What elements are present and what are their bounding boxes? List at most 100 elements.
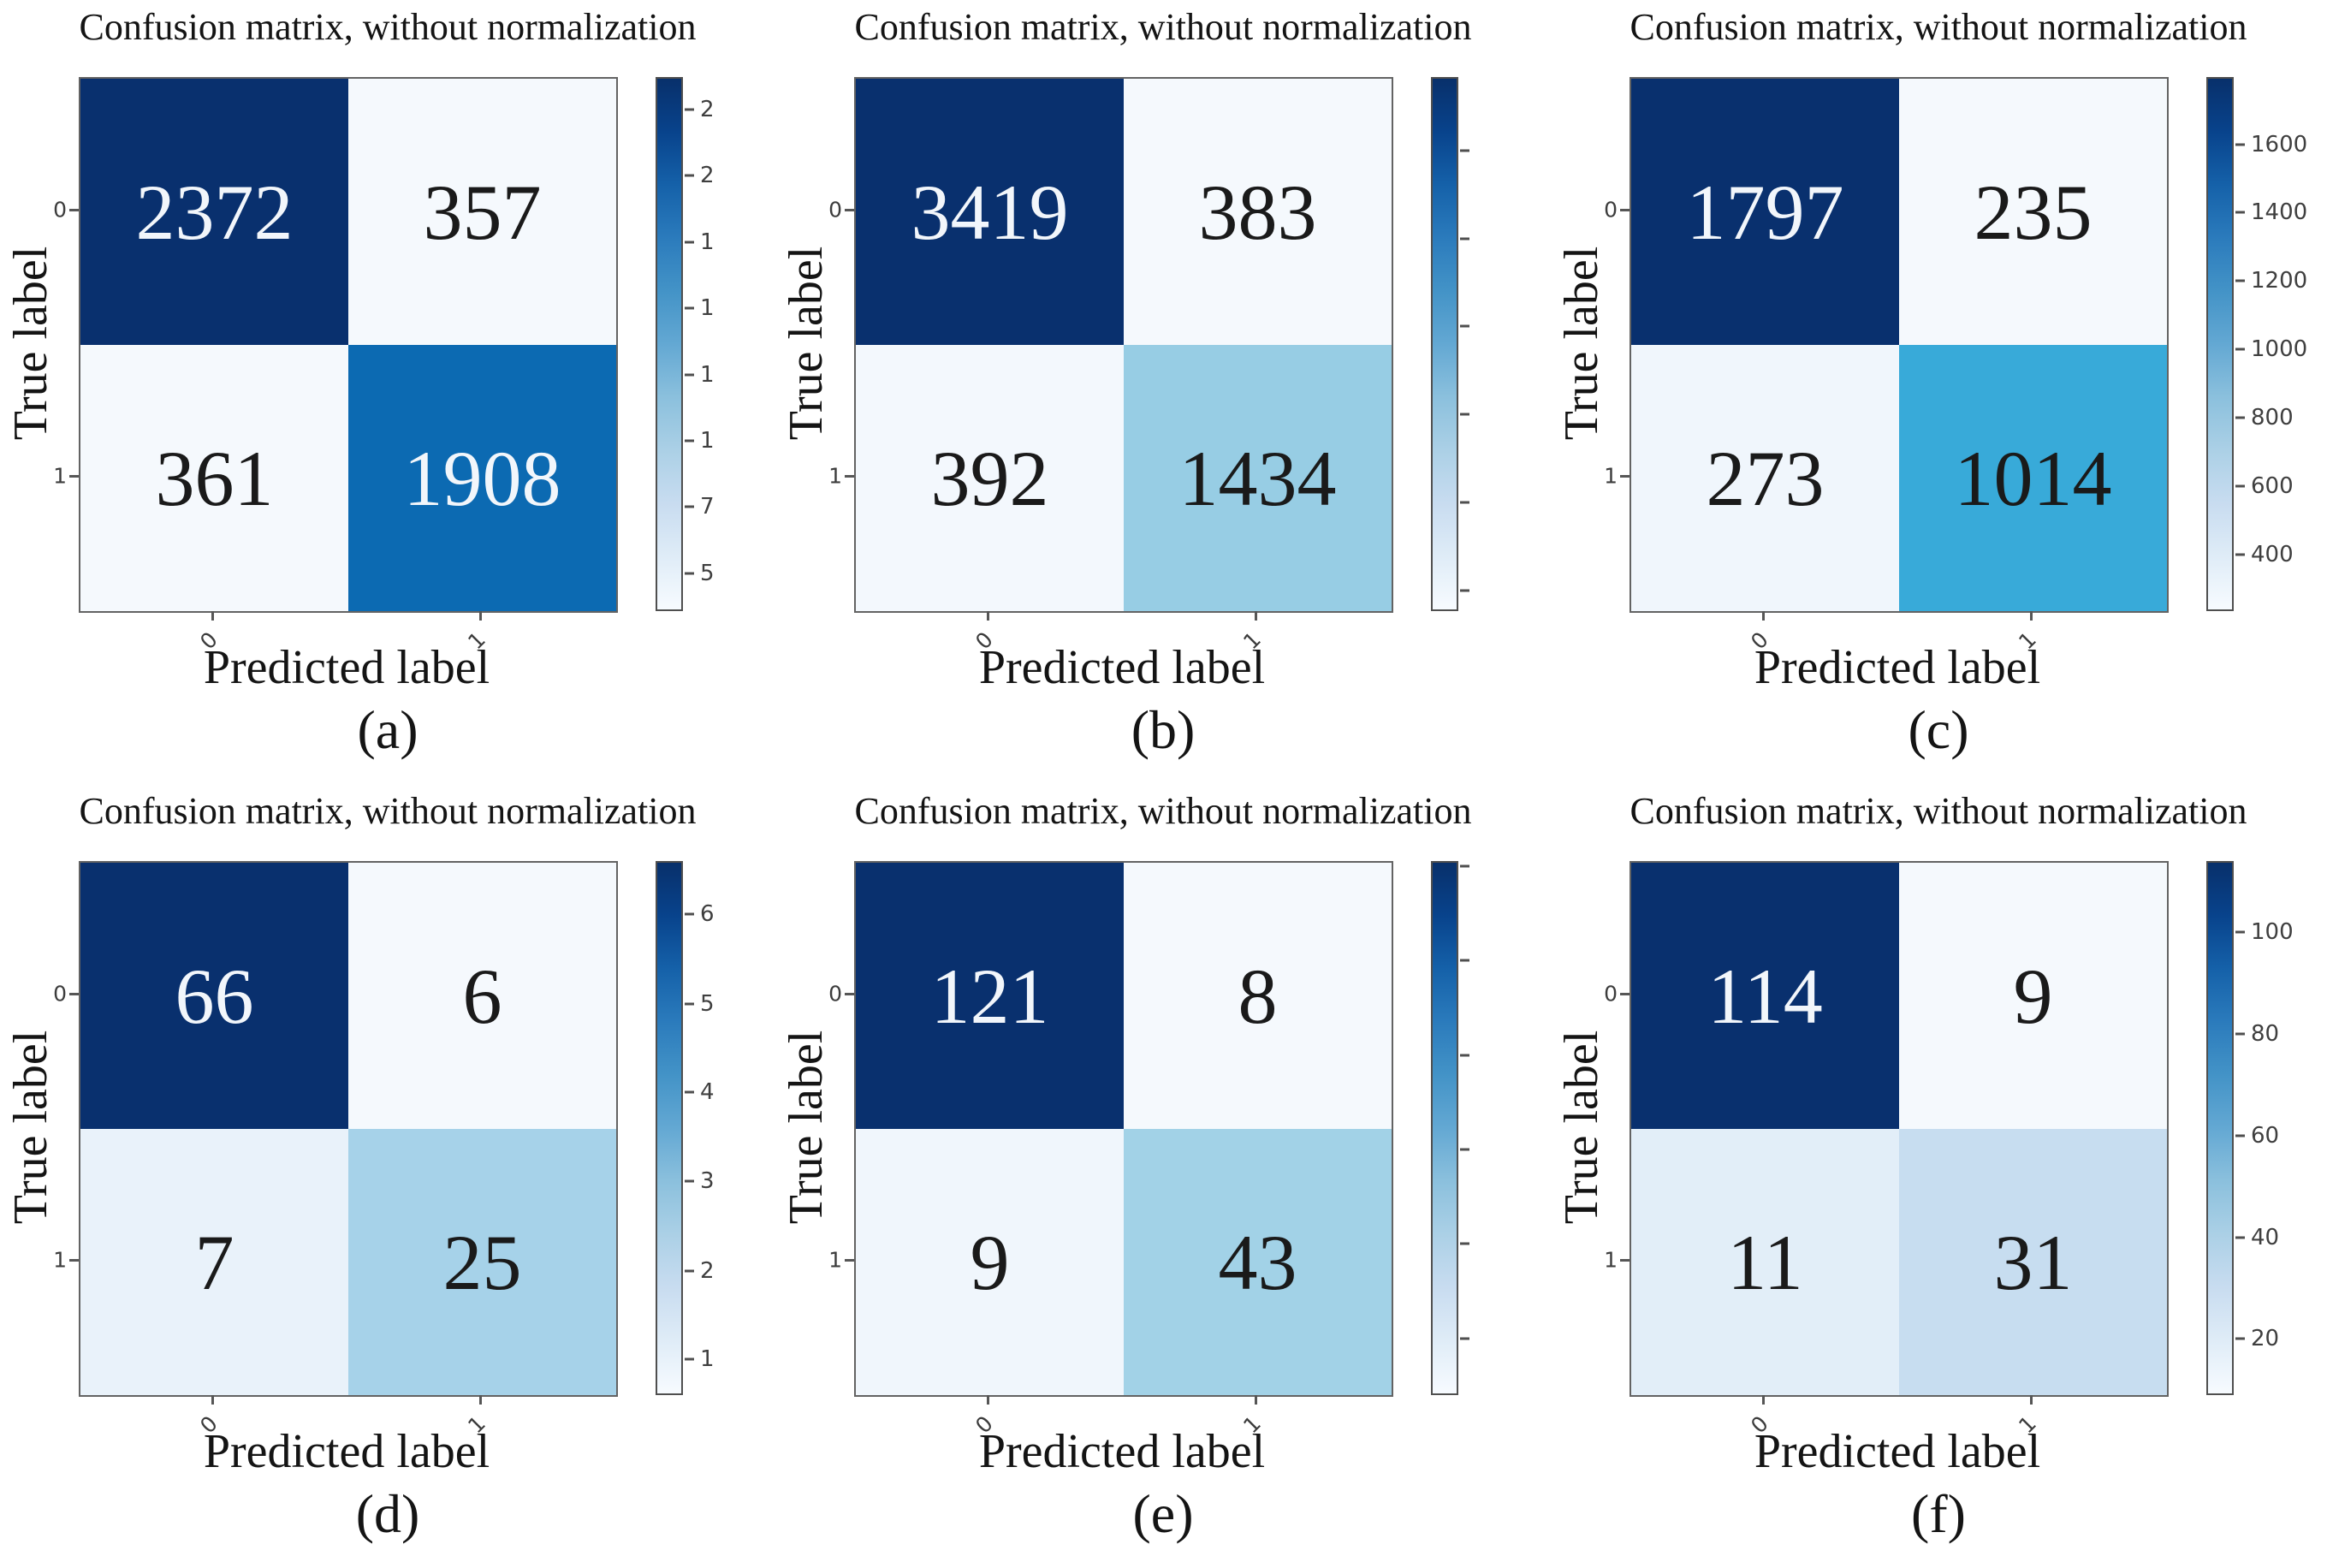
x-tick-mark (987, 1395, 989, 1405)
colorbar-tick-label: 60 (2251, 1122, 2280, 1149)
colorbar-tick-mark (2235, 211, 2245, 214)
colorbar-tick-mark (685, 306, 694, 310)
colorbar-ticks: 6 5 4 3 2 1 (685, 861, 774, 1395)
matrix-cell-true0-pred1: 383 (1124, 79, 1392, 345)
y-tick-mark (69, 209, 79, 211)
cell-value: 11 (1727, 1218, 1803, 1306)
colorbar-tick-mark (1460, 237, 1469, 241)
matrix-cell-true1-pred0: 361 (80, 345, 348, 611)
colorbar-tick-label: 1 (700, 229, 715, 255)
y-tick-label-1: 1 (828, 463, 842, 489)
colorbar-tick-mark (1460, 1337, 1469, 1340)
matrix-cell-true1-pred0: 7 (80, 1129, 348, 1395)
cell-value: 357 (423, 168, 542, 256)
colorbar-tick-mark (685, 1090, 694, 1094)
x-axis-label: Predicted label (203, 1425, 490, 1478)
colorbar-tick-mark (1460, 413, 1469, 416)
matrix-cell-true0-pred1: 9 (1899, 863, 2167, 1129)
y-tick-mark (1620, 1259, 1629, 1262)
colorbar-tick-mark (1460, 1242, 1469, 1245)
colorbar-tick-label: 1 (700, 1346, 715, 1373)
cell-value: 392 (930, 434, 1049, 522)
panel-caption: (b) (1131, 699, 1196, 760)
heatmap-plot: 3419 383 392 1434 (854, 77, 1393, 613)
colorbar-tick-mark (685, 1357, 694, 1361)
x-tick-mark (987, 611, 989, 621)
cell-value: 31 (1993, 1218, 2073, 1306)
cell-value: 114 (1707, 952, 1823, 1040)
heatmap-plot: 66 6 7 25 (79, 861, 618, 1397)
colorbar-tick-mark (685, 1002, 694, 1006)
cell-value: 235 (1974, 168, 2093, 256)
matrix-cell-true1-pred1: 1014 (1899, 345, 2167, 611)
colorbar-ticks: 1600 1400 1200 1000 800 600 400 (2235, 77, 2324, 611)
colorbar-tick-label: 4 (700, 1079, 715, 1106)
matrix-cell-true1-pred1: 43 (1124, 1129, 1392, 1395)
colorbar-tick-mark (685, 505, 694, 508)
colorbar-tick-label: 2 (700, 1257, 715, 1284)
y-tick-mark (69, 475, 79, 478)
y-axis-label: True label (1555, 246, 1608, 441)
colorbar-tick-label: 20 (2251, 1326, 2280, 1352)
matrix-cell-true0-pred0: 3419 (856, 79, 1124, 345)
x-tick-mark (1762, 611, 1765, 621)
cell-value: 121 (930, 952, 1049, 1040)
matrix-cell-true0-pred0: 2372 (80, 79, 348, 345)
cell-value: 7 (194, 1218, 234, 1306)
matrix-cell-true1-pred1: 25 (348, 1129, 616, 1395)
colorbar (2206, 861, 2234, 1395)
panel-caption: (f) (1911, 1483, 1966, 1544)
x-axis-label: Predicted label (978, 1425, 1266, 1478)
y-tick-label-0: 0 (53, 197, 67, 223)
colorbar-tick-mark (2235, 347, 2245, 351)
colorbar-tick-mark (685, 912, 694, 916)
colorbar-tick-mark (2235, 553, 2245, 556)
matrix-cell-true0-pred0: 121 (856, 863, 1124, 1129)
colorbar-tick-mark (685, 572, 694, 575)
matrix-cell-true1-pred0: 9 (856, 1129, 1124, 1395)
colorbar-tick-mark (1460, 324, 1469, 328)
cell-value: 25 (442, 1218, 522, 1306)
colorbar-tick-mark (685, 174, 694, 177)
confusion-matrix-panel: Confusion matrix, without normalization … (775, 784, 1551, 1568)
colorbar-tick-label: 1 (700, 295, 715, 322)
colorbar-tick-mark (685, 1179, 694, 1183)
panel-caption: (a) (357, 699, 419, 760)
matrix-cell-true0-pred1: 357 (348, 79, 616, 345)
colorbar-tick-mark (2235, 930, 2245, 934)
cell-value: 9 (970, 1218, 1010, 1306)
colorbar-tick-label: 1 (700, 427, 715, 454)
panel-title: Confusion matrix, without normalization (1629, 6, 2247, 48)
y-axis-label: True label (780, 246, 833, 441)
y-tick-mark (845, 993, 854, 995)
matrix-cell-true0-pred1: 8 (1124, 863, 1392, 1129)
colorbar-ticks (1460, 77, 1549, 611)
colorbar-tick-label: 1000 (2251, 336, 2308, 363)
matrix-cell-true0-pred0: 66 (80, 863, 348, 1129)
x-tick-mark (479, 1395, 482, 1405)
x-axis-label: Predicted label (203, 641, 490, 694)
y-tick-label-0: 0 (828, 981, 842, 1007)
colorbar-tick-mark (2235, 1337, 2245, 1340)
heatmap-plot: 121 8 9 43 (854, 861, 1393, 1397)
colorbar-tick-mark (2235, 1134, 2245, 1137)
x-tick-mark (2030, 611, 2033, 621)
colorbar-tick-mark (1460, 149, 1469, 152)
y-tick-label-1: 1 (1604, 1247, 1618, 1273)
colorbar (2206, 77, 2234, 611)
colorbar-tick-mark (2235, 143, 2245, 146)
x-tick-mark (1762, 1395, 1765, 1405)
y-tick-label-0: 0 (1604, 197, 1618, 223)
colorbar-tick-label: 5 (700, 560, 715, 586)
colorbar-tick-label: 5 (700, 990, 715, 1017)
y-tick-label-0: 0 (53, 981, 67, 1007)
matrix-cell-true1-pred1: 1434 (1124, 345, 1392, 611)
x-axis-label: Predicted label (1754, 1425, 2041, 1478)
confusion-matrix-panel: Confusion matrix, without normalization … (1551, 784, 2326, 1568)
heatmap-plot: 1797 235 273 1014 (1629, 77, 2169, 613)
x-tick-mark (1255, 611, 1257, 621)
panel-title: Confusion matrix, without normalization (1629, 790, 2247, 832)
colorbar-tick-label: 80 (2251, 1021, 2280, 1048)
colorbar-tick-mark (2235, 1032, 2245, 1036)
y-tick-mark (1620, 475, 1629, 478)
